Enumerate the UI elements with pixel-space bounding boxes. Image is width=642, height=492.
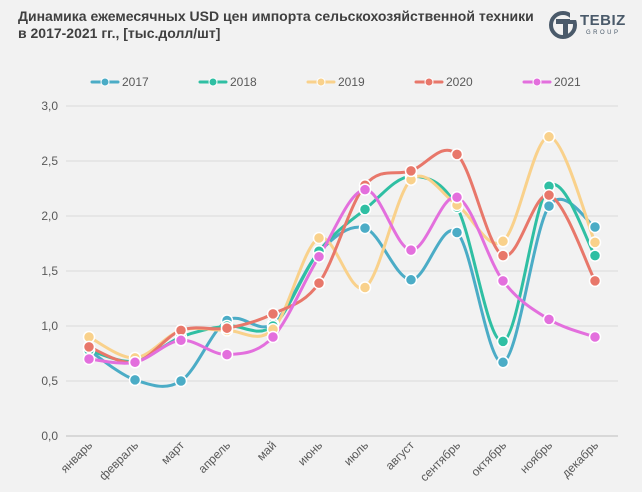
legend-label-2017: 2017 bbox=[122, 75, 149, 89]
legend-marker-2021 bbox=[532, 77, 542, 87]
x-tick-label: май bbox=[254, 438, 279, 463]
data-point-2020 bbox=[312, 276, 326, 290]
x-tick-label: февраль bbox=[96, 438, 141, 483]
legend-label-2019: 2019 bbox=[338, 75, 365, 89]
tebiz-logo-icon bbox=[549, 11, 578, 39]
x-tick-label: январь bbox=[58, 438, 95, 475]
data-point-2020 bbox=[404, 164, 418, 178]
legend-label-2021: 2021 bbox=[554, 75, 581, 89]
data-point-2021 bbox=[312, 250, 326, 263]
x-tick-label: октябрь bbox=[468, 438, 509, 479]
data-point-2021 bbox=[266, 330, 280, 344]
series-line-2020 bbox=[87, 148, 597, 365]
data-point-2018 bbox=[358, 203, 372, 216]
x-tick-label: март bbox=[158, 438, 187, 467]
data-point-2019 bbox=[542, 130, 556, 144]
data-point-2017 bbox=[358, 221, 372, 235]
x-tick-label: июнь bbox=[295, 438, 325, 468]
x-tick-label: апрель bbox=[195, 438, 233, 476]
data-point-2021 bbox=[220, 348, 234, 361]
data-point-2021 bbox=[542, 313, 556, 326]
y-tick-label: 1,0 bbox=[41, 319, 58, 333]
logo-subtitle: GROUP bbox=[586, 30, 621, 36]
data-point-2019 bbox=[496, 235, 510, 248]
data-point-2021 bbox=[174, 334, 188, 347]
data-point-2017 bbox=[174, 374, 188, 388]
legend-label-2020: 2020 bbox=[446, 75, 473, 89]
data-point-2021 bbox=[82, 352, 96, 366]
y-tick-label: 0,0 bbox=[41, 429, 58, 443]
legend-label-2018: 2018 bbox=[230, 75, 257, 89]
data-point-2020 bbox=[450, 148, 464, 161]
data-point-2021 bbox=[404, 243, 418, 257]
data-point-2018 bbox=[588, 249, 602, 262]
data-point-2020 bbox=[542, 188, 556, 202]
data-point-2021 bbox=[128, 356, 142, 369]
x-tick-label: август bbox=[383, 438, 418, 473]
logo-wordmark: TEBIZ bbox=[580, 12, 626, 29]
data-point-2021 bbox=[496, 274, 510, 288]
y-tick-label: 1,5 bbox=[41, 264, 58, 278]
data-point-2020 bbox=[496, 249, 510, 262]
legend-marker-2017 bbox=[100, 77, 110, 87]
data-point-2017 bbox=[404, 273, 418, 287]
data-point-2019 bbox=[588, 236, 602, 249]
data-point-2017 bbox=[588, 220, 602, 234]
data-point-2021 bbox=[358, 183, 372, 196]
data-point-2020 bbox=[588, 274, 602, 288]
y-tick-label: 2,0 bbox=[41, 209, 58, 223]
x-tick-label: июль bbox=[341, 438, 371, 468]
data-point-2017 bbox=[128, 373, 142, 387]
data-point-2018 bbox=[496, 335, 510, 348]
x-tick-label: сентябрь bbox=[417, 438, 463, 484]
data-point-2020 bbox=[266, 307, 280, 321]
data-point-2019 bbox=[312, 231, 326, 245]
x-tick-label: ноябрь bbox=[517, 438, 555, 476]
y-tick-label: 0,5 bbox=[41, 374, 58, 388]
legend-marker-2018 bbox=[208, 77, 218, 87]
data-point-2017 bbox=[496, 356, 510, 369]
legend-marker-2020 bbox=[424, 77, 434, 87]
data-point-2021 bbox=[588, 330, 602, 344]
chart-title: Динамика ежемесячных USD цен импорта сел… bbox=[18, 8, 534, 41]
x-tick-label: декабрь bbox=[559, 438, 601, 480]
data-point-2021 bbox=[450, 191, 464, 204]
data-point-2017 bbox=[542, 199, 556, 213]
legend-marker-2019 bbox=[316, 77, 326, 87]
data-point-2020 bbox=[82, 340, 96, 354]
y-tick-label: 3,0 bbox=[41, 99, 58, 113]
data-point-2019 bbox=[358, 281, 372, 294]
data-point-2017 bbox=[450, 226, 464, 239]
data-point-2020 bbox=[220, 321, 234, 335]
tebiz-logo: TEBIZ GROUP bbox=[548, 8, 636, 44]
y-tick-label: 2,5 bbox=[41, 154, 58, 168]
